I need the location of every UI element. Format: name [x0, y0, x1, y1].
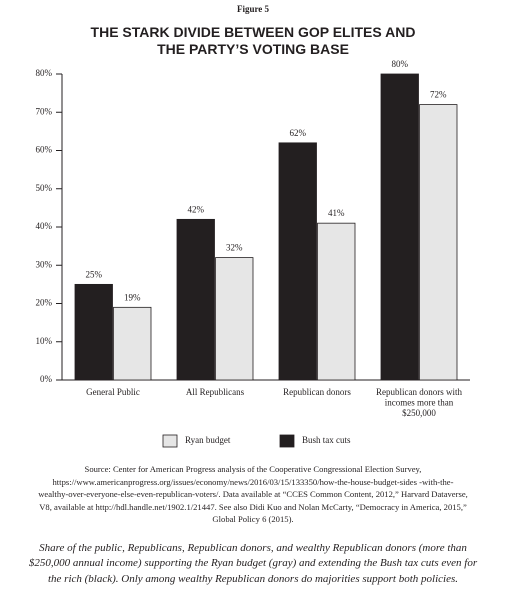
figure-label: Figure 5 — [237, 4, 270, 14]
y-tick-label: 70% — [36, 106, 53, 116]
x-tick-label: All Republicans — [186, 387, 245, 397]
y-tick-label: 20% — [36, 298, 53, 308]
bar — [74, 283, 113, 381]
legend-label: Bush tax cuts — [302, 435, 351, 445]
y-tick-label: 80% — [36, 68, 53, 78]
caption: Share of the public, Republicans, Republ… — [28, 542, 478, 585]
source: Source: Center for American Progress ana… — [38, 464, 468, 525]
bar — [380, 73, 419, 381]
bar — [317, 222, 356, 381]
legend-swatch — [279, 434, 295, 448]
bar — [215, 257, 254, 381]
y-tick-label: 0% — [40, 374, 53, 384]
x-tick-label: Republican donors with incomes more than $… — [376, 387, 462, 418]
legend-label: Ryan budget — [185, 435, 231, 445]
value-label: 32% — [226, 243, 243, 253]
value-label: 72% — [430, 90, 447, 100]
y-tick-label: 40% — [36, 221, 53, 231]
bar — [278, 142, 317, 381]
bar — [176, 218, 215, 381]
legend-swatch — [162, 434, 178, 448]
x-tick-label: Republican donors — [283, 387, 351, 397]
x-tick-label: General Public — [86, 387, 140, 397]
bar — [113, 306, 152, 381]
y-tick-label: 30% — [36, 259, 53, 269]
value-label: 41% — [328, 208, 345, 218]
value-label: 42% — [188, 204, 205, 214]
y-tick-label: 60% — [36, 145, 53, 155]
y-tick-label: 10% — [36, 336, 53, 346]
value-label: 19% — [124, 292, 141, 302]
bar — [419, 104, 458, 381]
value-label: 80% — [392, 59, 409, 69]
chart-title: THE STARK DIVIDE BETWEEN GOP ELITES AND T… — [91, 24, 416, 57]
value-label: 25% — [86, 269, 103, 279]
value-label: 62% — [290, 128, 307, 138]
y-tick-label: 50% — [36, 183, 53, 193]
chart: Figure 5 THE STARK DIVIDE BETWEEN GOP EL… — [36, 4, 470, 448]
